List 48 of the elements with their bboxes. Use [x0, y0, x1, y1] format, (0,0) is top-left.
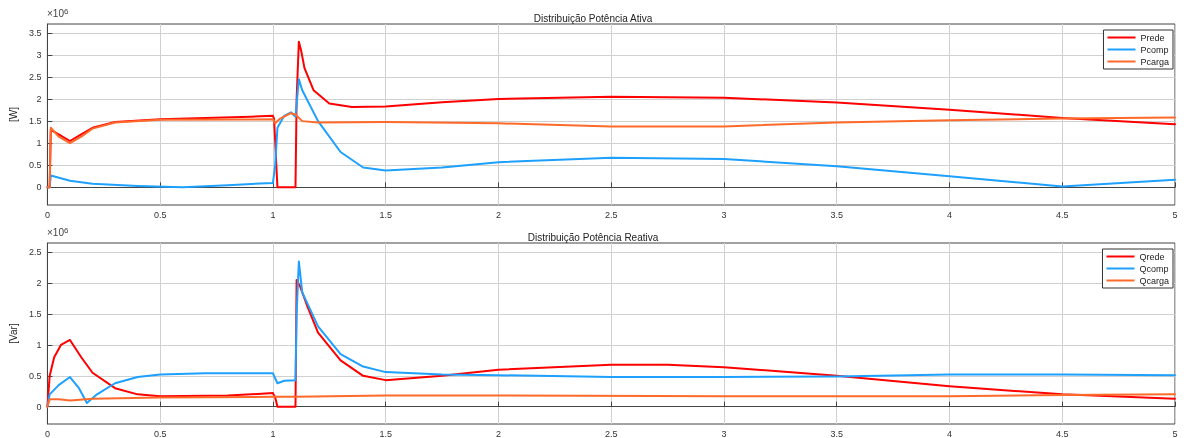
x-tick-label: 4.5 — [1055, 209, 1069, 220]
y-tick-label: 2 — [36, 94, 42, 105]
x-tick-label: 2.5 — [604, 209, 618, 220]
x-tick-label: 5 — [1172, 209, 1178, 220]
chart-title: Distribuição Potência Reativa — [527, 231, 659, 243]
y-tick-label: 0.5 — [28, 160, 42, 171]
y-tick-label: 1.5 — [28, 116, 42, 127]
y-tick-label: 2.5 — [28, 71, 42, 82]
y-tick-label: 1 — [36, 138, 42, 149]
legend-label: Prede — [1140, 32, 1165, 43]
legend-label: Qcarga — [1139, 275, 1169, 286]
legend-label: Pcomp — [1140, 44, 1169, 55]
y-tick-label: 1 — [36, 339, 42, 350]
y-tick-label: 1.5 — [28, 309, 42, 320]
y-tick-label: 0.5 — [28, 370, 42, 381]
x-tick-label: 3.5 — [830, 209, 843, 220]
x-tick-label: 4.5 — [1055, 428, 1069, 438]
y-tick-label: 3 — [36, 49, 42, 60]
legend-label: Qcomp — [1139, 263, 1169, 274]
chart-title: Distribuição Potência Ativa — [533, 12, 653, 24]
x-tick-label: 0.5 — [153, 209, 167, 220]
y-axis-title: [W] — [7, 106, 19, 122]
legend-label: Pcarga — [1140, 56, 1170, 67]
x-tick-label: 5 — [1172, 428, 1178, 438]
legend-label: Qrede — [1139, 251, 1165, 262]
x-tick-label: 1.5 — [379, 209, 392, 220]
y-tick-label: 2 — [36, 278, 42, 289]
y-tick-label: 0 — [36, 182, 42, 193]
line-series — [46, 393, 1176, 408]
line-series — [46, 112, 1176, 189]
x-tick-label: 1 — [270, 428, 276, 438]
x-tick-label: 4 — [946, 209, 952, 220]
x-tick-label: 4 — [946, 428, 952, 438]
x-tick-label: 2 — [495, 209, 501, 220]
y-tick-label: 3.5 — [28, 27, 42, 38]
x-tick-label: 3 — [721, 209, 727, 220]
x-tick-label: 3 — [721, 428, 727, 438]
x-tick-label: 1.5 — [379, 428, 392, 438]
x-tick-label: 0.5 — [153, 428, 167, 438]
x-tick-label: 0 — [44, 209, 50, 220]
y-axis-title: [Var] — [7, 323, 19, 344]
x-tick-label: 2 — [495, 428, 501, 438]
x-tick-label: 0 — [44, 428, 50, 438]
y-tick-label: 0 — [36, 401, 42, 412]
x-tick-label: 1 — [270, 209, 276, 220]
y-tick-label: 2.5 — [28, 247, 42, 258]
x-tick-label: 3.5 — [830, 428, 843, 438]
x-tick-label: 2.5 — [604, 428, 618, 438]
